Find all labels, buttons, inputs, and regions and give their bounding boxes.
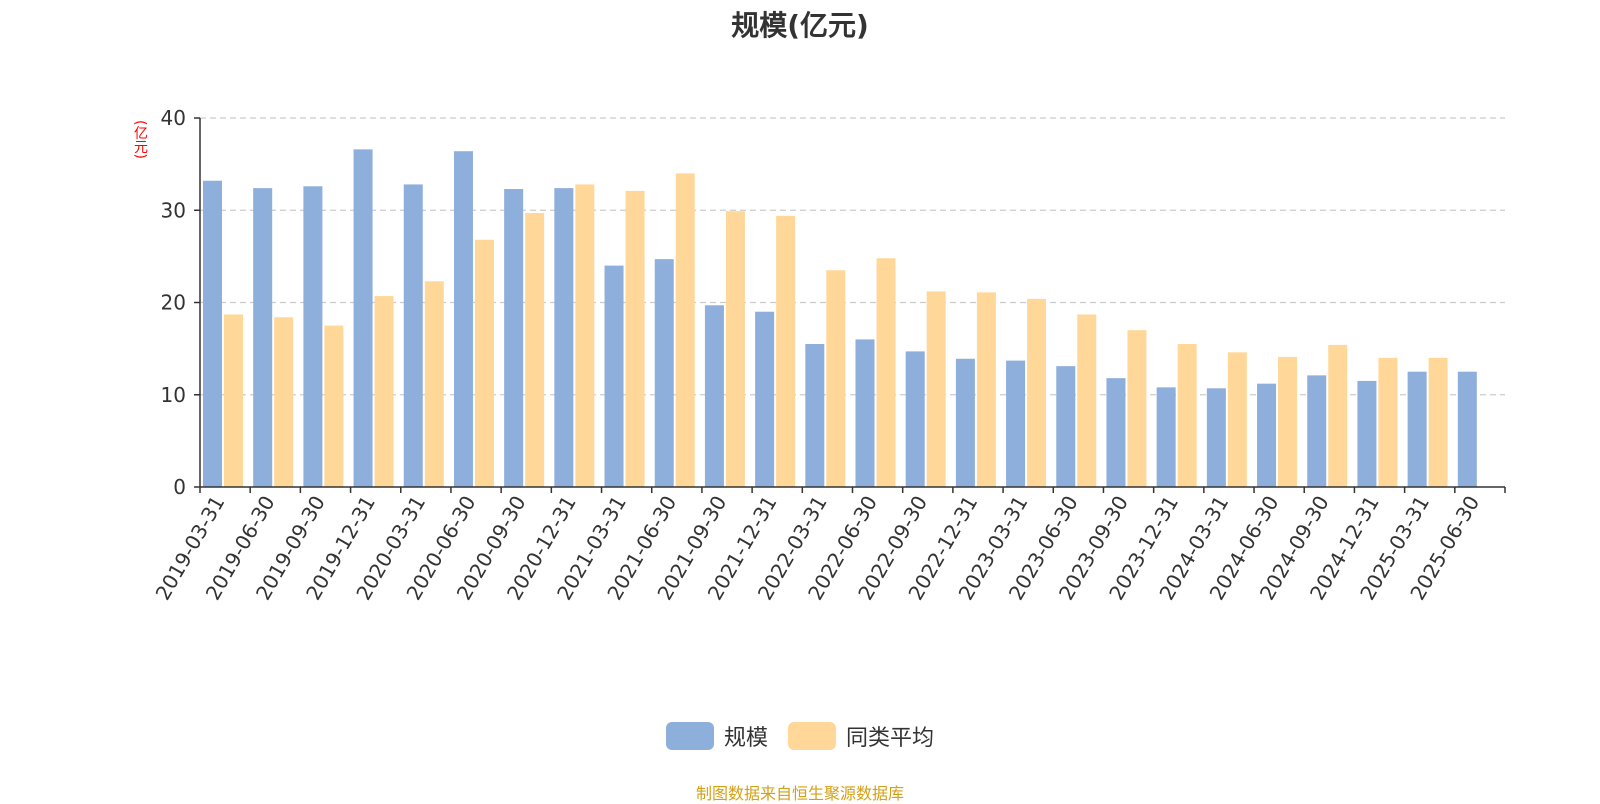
bar-peer-average — [675, 173, 695, 487]
bar-peer-average — [1378, 357, 1398, 487]
bar-peer-average — [1278, 356, 1298, 487]
bar-peer-average — [1177, 344, 1197, 487]
legend-label-scale: 规模 — [723, 726, 768, 751]
y-tick-label: 20 — [161, 291, 186, 315]
bar-peer-average — [826, 270, 846, 487]
bar-scale — [704, 305, 724, 487]
bar-scale — [353, 149, 373, 488]
bar-peer-average — [374, 296, 394, 487]
bar-scale — [1307, 375, 1327, 487]
bar-peer-average — [776, 215, 796, 487]
bar-peer-average — [926, 291, 946, 487]
legend-item-peer-average[interactable]: 同类平均 — [788, 720, 934, 752]
bar-peer-average — [1328, 344, 1348, 487]
bar-peer-average — [1077, 314, 1097, 487]
bar-scale — [905, 351, 925, 487]
y-tick-label: 0 — [173, 475, 186, 499]
bar-scale — [453, 151, 473, 487]
bar-scale — [805, 344, 825, 487]
bar-peer-average — [575, 184, 595, 488]
legend-swatch-peer-average — [788, 722, 836, 750]
bar-peer-average — [274, 317, 294, 487]
bar-scale — [755, 311, 775, 487]
bar-scale — [1156, 387, 1176, 487]
y-tick-label: 40 — [161, 106, 186, 130]
bar-scale — [1206, 388, 1226, 487]
bar-peer-average — [1227, 352, 1247, 487]
bar-scale — [203, 180, 222, 488]
data-source-note: 制图数据来自恒生聚源数据库 — [695, 784, 904, 803]
bar-scale — [955, 358, 975, 487]
bar-scale — [303, 186, 323, 487]
bar-scale — [1257, 383, 1277, 487]
bar-scale — [604, 265, 624, 487]
legend-swatch-scale — [665, 722, 714, 750]
legend-item-scale[interactable]: 规模 — [665, 720, 768, 752]
bar-peer-average — [525, 213, 545, 487]
bar-peer-average — [976, 292, 996, 487]
legend-label-peer-average: 同类平均 — [846, 726, 935, 751]
bar-scale — [654, 259, 674, 487]
bar-peer-average — [1428, 357, 1448, 487]
bar-peer-average — [1127, 330, 1147, 487]
bar-peer-average — [876, 258, 896, 487]
bar-peer-average — [424, 281, 444, 487]
y-tick-label: 30 — [161, 198, 186, 222]
bar-peer-average — [1027, 298, 1047, 487]
y-tick-label: 10 — [161, 383, 186, 407]
chart-title: 规模(亿元) — [731, 9, 869, 42]
bar-scale — [403, 184, 423, 488]
bar-scale — [1056, 366, 1076, 487]
bar-scale — [1357, 380, 1377, 487]
bar-peer-average — [725, 211, 745, 488]
bar-peer-average — [324, 325, 344, 487]
bar-scale — [1457, 371, 1477, 487]
y-axis-unit: (亿元) — [132, 120, 148, 159]
bar-scale — [504, 189, 524, 487]
bar-peer-average — [224, 314, 243, 487]
bar-scale — [855, 339, 875, 487]
bar-peer-average — [474, 239, 494, 487]
bar-scale — [1106, 378, 1126, 487]
bar-scale — [554, 188, 574, 488]
legend: 规模 同类平均 — [0, 720, 1600, 752]
bar-scale — [253, 188, 273, 488]
bar-scale — [1006, 360, 1026, 487]
bar-scale — [1407, 371, 1427, 487]
bar-peer-average — [625, 190, 645, 487]
